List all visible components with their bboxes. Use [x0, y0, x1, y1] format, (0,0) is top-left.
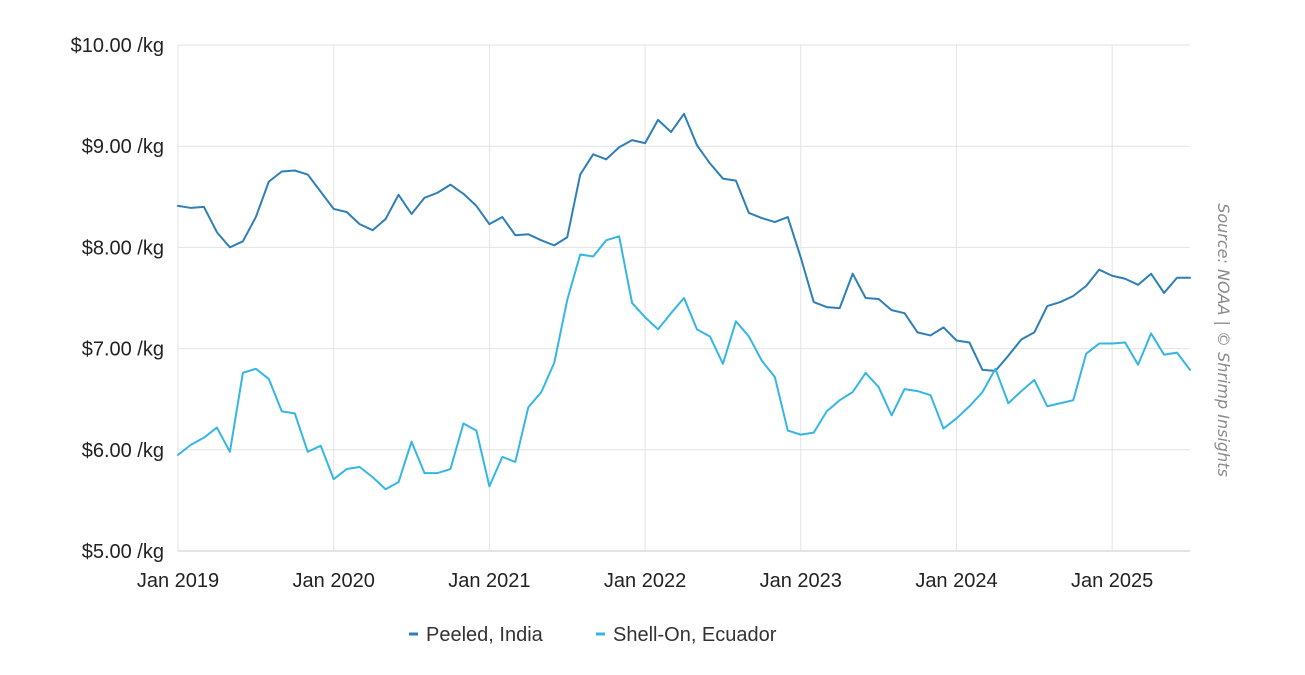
- grid-lines: [177, 44, 1190, 552]
- series-line-peeled-india: [177, 112, 1191, 372]
- y-tick-label: $9.00 /kg: [82, 136, 164, 158]
- y-tick-label: $5.00 /kg: [82, 541, 164, 563]
- legend-item: Shell-On, Ecuador: [596, 624, 777, 646]
- x-tick-label: Jan 2025: [1071, 570, 1153, 592]
- x-tick-label: Jan 2024: [915, 570, 997, 592]
- y-tick-label: $8.00 /kg: [82, 237, 164, 259]
- series-lines: [177, 112, 1191, 491]
- y-tick-label: $6.00 /kg: [82, 440, 164, 462]
- x-tick-label: Jan 2023: [760, 570, 842, 592]
- legend-label: Peeled, India: [426, 624, 544, 646]
- legend-item: Peeled, India: [409, 624, 544, 646]
- legend: Peeled, India Shell-On, Ecuador: [409, 624, 777, 646]
- x-tick-label: Jan 2020: [293, 570, 375, 592]
- x-tick-label: Jan 2022: [604, 570, 686, 592]
- series-line-shell-on-ecuador: [177, 235, 1191, 491]
- y-axis: $5.00 /kg $6.00 /kg $7.00 /kg $8.00 /kg $9.0…: [71, 35, 164, 563]
- source-note: Source: NOAA | © Shrimp Insights: [1214, 203, 1233, 477]
- x-axis: Jan 2019 Jan 2020 Jan 2021 Jan 2022 Jan 2023…: [137, 570, 1153, 592]
- legend-label: Shell-On, Ecuador: [613, 624, 777, 646]
- x-tick-label: Jan 2019: [137, 570, 219, 592]
- y-tick-label: $7.00 /kg: [82, 339, 164, 361]
- x-tick-label: Jan 2021: [448, 570, 530, 592]
- y-tick-label: $10.00 /kg: [71, 35, 164, 57]
